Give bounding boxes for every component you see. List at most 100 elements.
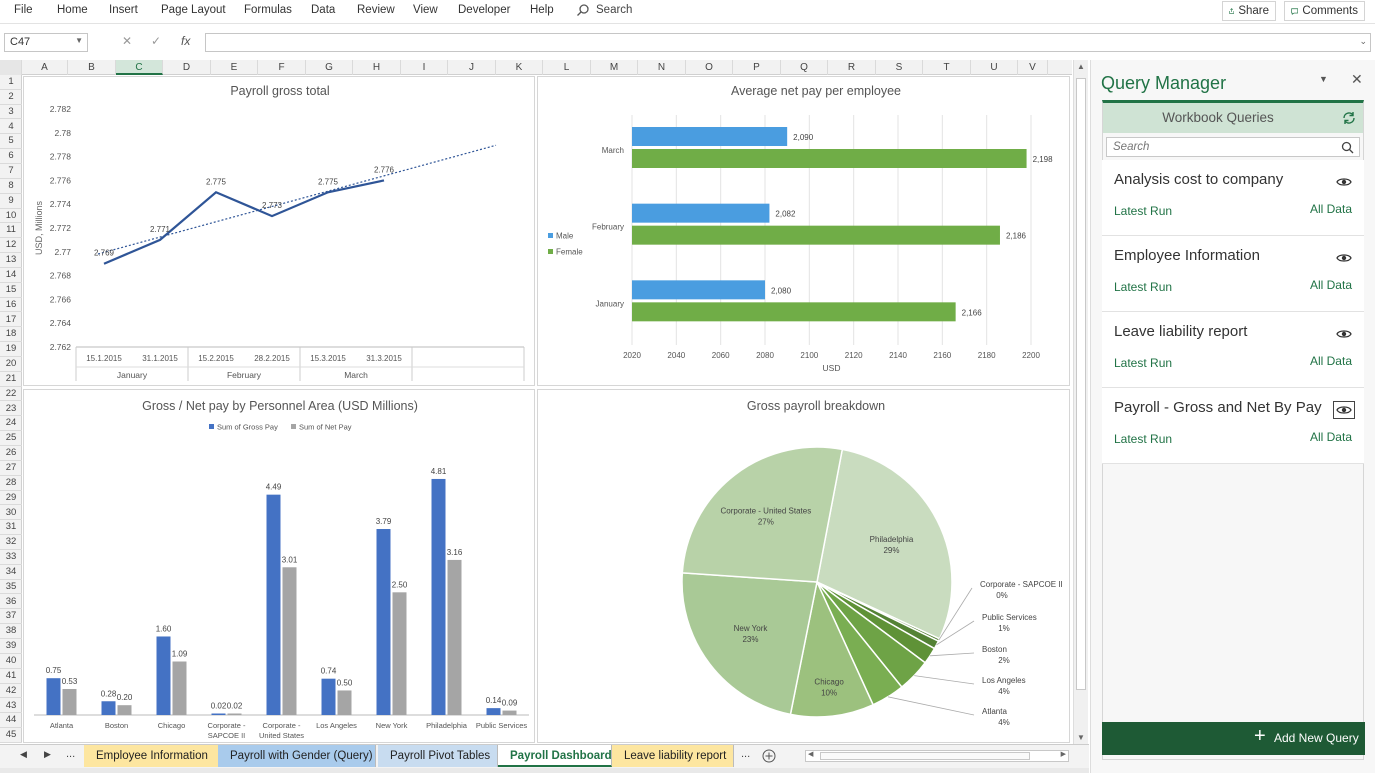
column-header-u[interactable]: U [971, 60, 1018, 75]
latest-run-link[interactable]: Latest Run [1114, 280, 1173, 294]
query-search-input[interactable] [1106, 137, 1360, 157]
row-header[interactable]: 6 [0, 149, 22, 164]
column-header-j[interactable]: J [448, 60, 496, 75]
gross-payroll-breakdown-chart[interactable]: Gross payroll breakdown Philadelphia 29% Co… [537, 389, 1070, 743]
sheet-tab[interactable]: Leave liability report [612, 745, 734, 767]
row-header[interactable]: 40 [0, 654, 22, 669]
column-header-a[interactable]: A [22, 60, 68, 75]
sheet-tab[interactable]: Payroll Pivot Tables [378, 745, 498, 767]
average-net-pay-chart[interactable]: Average net pay per employee 2020 2040 2060… [537, 76, 1070, 386]
query-item[interactable]: Payroll - Gross and Net By Pay Latest Run… [1102, 388, 1364, 464]
row-header[interactable]: 1 [0, 75, 22, 90]
menu-formulas[interactable]: Formulas [244, 4, 292, 16]
scroll-left-icon[interactable]: ◀ [808, 751, 814, 758]
vertical-scrollbar[interactable]: ▲ ▼ [1073, 60, 1088, 745]
row-header[interactable]: 34 [0, 565, 22, 580]
eye-icon[interactable] [1336, 176, 1352, 190]
query-item[interactable]: Employee Information Latest Run All Data [1102, 236, 1364, 312]
row-header[interactable]: 19 [0, 342, 22, 357]
ribbon-search[interactable]: Search [576, 3, 632, 17]
formula-input[interactable]: ⌄ [205, 33, 1371, 52]
column-header-m[interactable]: M [591, 60, 638, 75]
latest-run-link[interactable]: Latest Run [1114, 204, 1173, 218]
column-header-l[interactable]: L [543, 60, 591, 75]
column-header-v[interactable]: V [1018, 60, 1048, 75]
row-header[interactable]: 5 [0, 134, 22, 150]
scroll-thumb[interactable] [1076, 78, 1086, 690]
more-sheets-right[interactable]: ... [741, 748, 751, 760]
column-header-n[interactable]: N [638, 60, 686, 75]
next-sheet-icon[interactable]: ▶ [44, 749, 51, 759]
row-header[interactable]: 3 [0, 105, 22, 120]
all-data-link[interactable]: All Data [1309, 202, 1352, 216]
menu-help[interactable]: Help [530, 4, 554, 16]
column-header-o[interactable]: O [686, 60, 733, 75]
row-header[interactable]: 45 [0, 728, 22, 743]
row-header[interactable]: 4 [0, 120, 22, 135]
payroll-gross-total-chart[interactable]: Payroll gross total USD, Millions 2.762 2.7… [23, 76, 535, 386]
row-header[interactable]: 10 [0, 209, 22, 224]
row-header[interactable]: 23 [0, 402, 22, 417]
share-button[interactable]: Share [1222, 1, 1276, 21]
eye-icon[interactable] [1336, 328, 1352, 342]
query-item[interactable]: Analysis cost to company Latest Run All Da… [1102, 160, 1364, 236]
row-header[interactable]: 39 [0, 639, 22, 654]
enter-icon[interactable]: ✓ [151, 34, 162, 48]
row-header[interactable]: 25 [0, 431, 22, 447]
menu-view[interactable]: View [413, 4, 438, 16]
row-header[interactable]: 11 [0, 223, 22, 239]
eye-icon[interactable] [1336, 252, 1352, 266]
row-header[interactable]: 33 [0, 550, 22, 565]
column-header-r[interactable]: R [828, 60, 876, 75]
add-new-query-button[interactable]: + Add New Query [1102, 722, 1365, 755]
row-header[interactable]: 12 [0, 238, 22, 254]
row-header[interactable]: 31 [0, 520, 22, 536]
row-header[interactable]: 32 [0, 535, 22, 550]
sheet-tab[interactable]: Payroll with Gender (Query) [218, 745, 376, 767]
row-header[interactable]: 14 [0, 268, 22, 283]
column-header-p[interactable]: P [733, 60, 781, 75]
column-header-t[interactable]: T [923, 60, 971, 75]
row-header[interactable]: 28 [0, 476, 22, 491]
query-item[interactable]: Leave liability report Latest Run All Data [1102, 312, 1364, 388]
row-header[interactable]: 13 [0, 253, 22, 268]
row-header[interactable]: 38 [0, 624, 22, 639]
name-box[interactable]: C47 ▼ [4, 33, 88, 52]
latest-run-link[interactable]: Latest Run [1114, 356, 1173, 370]
row-header[interactable]: 2 [0, 90, 22, 105]
row-header[interactable]: 26 [0, 446, 22, 461]
select-all-corner[interactable] [0, 60, 22, 75]
insert-function-icon[interactable]: fx [181, 34, 191, 48]
column-header-b[interactable]: B [68, 60, 116, 75]
column-header-i[interactable]: I [401, 60, 448, 75]
menu-page-layout[interactable]: Page Layout [161, 4, 226, 16]
menu-data[interactable]: Data [311, 4, 336, 16]
row-header[interactable]: 21 [0, 372, 22, 387]
query-name[interactable]: Employee Information [1114, 247, 1260, 264]
row-header[interactable]: 27 [0, 461, 22, 476]
column-header-f[interactable]: F [258, 60, 306, 75]
query-name[interactable]: Analysis cost to company [1114, 171, 1284, 188]
search-icon[interactable] [1341, 141, 1354, 154]
row-header[interactable]: 17 [0, 313, 22, 328]
query-name[interactable]: Payroll - Gross and Net By Pay [1114, 399, 1322, 416]
row-header[interactable]: 43 [0, 699, 22, 714]
all-data-link[interactable]: All Data [1309, 430, 1352, 444]
gross-net-pay-chart[interactable]: Gross / Net pay by Personnel Area (USD M… [23, 389, 535, 743]
close-icon[interactable]: ✕ [1351, 71, 1363, 87]
column-header-d[interactable]: D [163, 60, 211, 75]
scroll-down-icon[interactable]: ▼ [1077, 733, 1085, 742]
row-header[interactable]: 8 [0, 179, 22, 194]
row-header[interactable]: 35 [0, 580, 22, 595]
row-header[interactable]: 15 [0, 283, 22, 298]
scroll-up-icon[interactable]: ▲ [1077, 62, 1085, 71]
all-data-link[interactable]: All Data [1309, 354, 1352, 368]
scroll-right-icon[interactable]: ▶ [1060, 751, 1066, 758]
row-header[interactable]: 7 [0, 164, 22, 179]
h-scroll-thumb[interactable] [820, 752, 1030, 760]
column-header-g[interactable]: G [306, 60, 353, 75]
cancel-icon[interactable]: ✕ [122, 34, 133, 48]
row-header[interactable]: 29 [0, 491, 22, 506]
query-name[interactable]: Leave liability report [1114, 323, 1248, 340]
row-header[interactable]: 20 [0, 357, 22, 372]
